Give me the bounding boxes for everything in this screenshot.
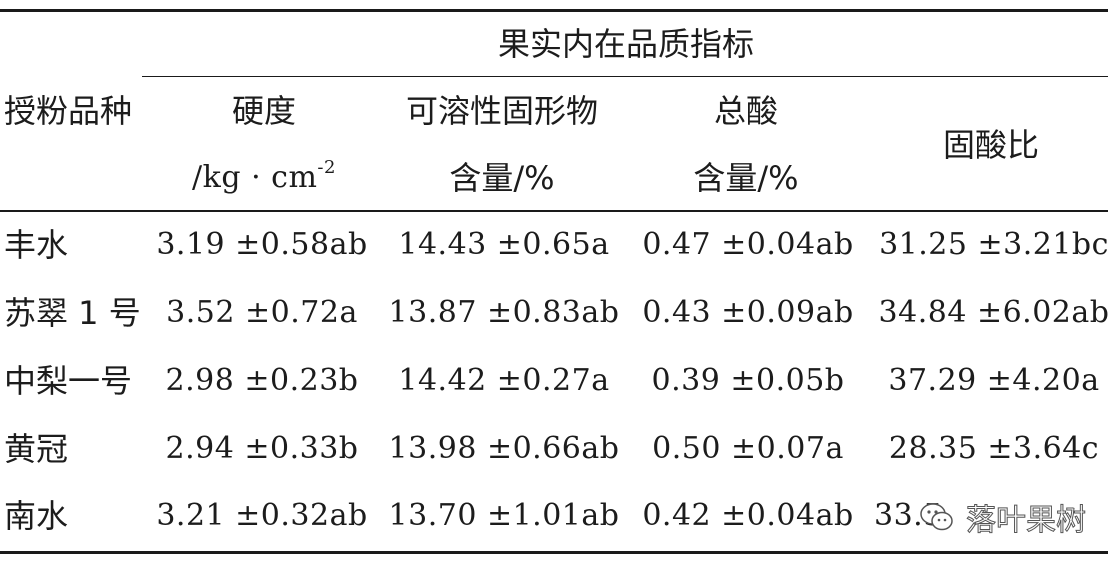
col-header-hardness-unit: /kg · cm-2 bbox=[192, 157, 336, 195]
row-1-tss: 14.43 ±0.65a bbox=[398, 227, 610, 262]
header-bottom-rule bbox=[0, 210, 1108, 212]
row-3-ratio: 37.29 ±4.20a bbox=[888, 363, 1100, 398]
row-1-acid: 0.47 ±0.04ab bbox=[642, 227, 854, 262]
row-1-hardness: 3.19 ±0.58ab bbox=[156, 227, 368, 262]
row-4-variety: 黄冠 bbox=[4, 430, 69, 468]
group-header-rule bbox=[142, 76, 1108, 77]
row-3-variety: 中梨一号 bbox=[4, 362, 133, 400]
row-5-variety: 南水 bbox=[4, 497, 69, 535]
group-header-title: 果实内在品质指标 bbox=[497, 25, 755, 63]
row-5-acid: 0.42 ±0.04ab bbox=[642, 498, 854, 533]
col-header-acid: 总酸 bbox=[713, 92, 779, 130]
col-header-tss: 可溶性固形物 bbox=[405, 92, 599, 130]
row-5-hardness: 3.21 ±0.32ab bbox=[156, 498, 368, 533]
row-1-ratio: 31.25 ±3.21bc bbox=[879, 227, 1108, 262]
row-5-tss: 13.70 ±1.01ab bbox=[388, 498, 620, 533]
row-3-acid: 0.39 ±0.05b bbox=[651, 363, 845, 398]
row-3-tss: 14.42 ±0.27a bbox=[398, 363, 610, 398]
table-top-rule bbox=[0, 9, 1108, 12]
col-header-ratio: 固酸比 bbox=[942, 126, 1040, 164]
row-4-acid: 0.50 ±0.07a bbox=[652, 431, 844, 466]
watermark: 落叶果树 bbox=[912, 496, 1108, 540]
col-header-tss-unit: 含量/% bbox=[449, 159, 555, 197]
row-2-hardness: 3.52 ±0.72a bbox=[166, 295, 358, 330]
row-2-variety: 苏翠 1 号 bbox=[4, 294, 141, 332]
row-4-hardness: 2.94 ±0.33b bbox=[165, 431, 359, 466]
row-1-variety: 丰水 bbox=[4, 226, 69, 264]
col-header-acid-unit: 含量/% bbox=[693, 159, 799, 197]
watermark-text: 落叶果树 bbox=[966, 503, 1087, 539]
row-3-hardness: 2.98 ±0.23b bbox=[165, 363, 359, 398]
row-4-tss: 13.98 ±0.66ab bbox=[388, 431, 620, 466]
col-header-hardness: 硬度 bbox=[231, 92, 297, 130]
wechat-icon bbox=[920, 503, 953, 531]
row-4-ratio: 28.35 ±3.64c bbox=[888, 431, 1100, 466]
col-header-variety: 授粉品种 bbox=[4, 92, 133, 130]
row-2-ratio: 34.84 ±6.02ab bbox=[878, 295, 1108, 330]
row-2-tss: 13.87 ±0.83ab bbox=[388, 295, 620, 330]
row-2-acid: 0.43 ±0.09ab bbox=[642, 295, 854, 330]
table-bottom-rule bbox=[0, 551, 1108, 554]
